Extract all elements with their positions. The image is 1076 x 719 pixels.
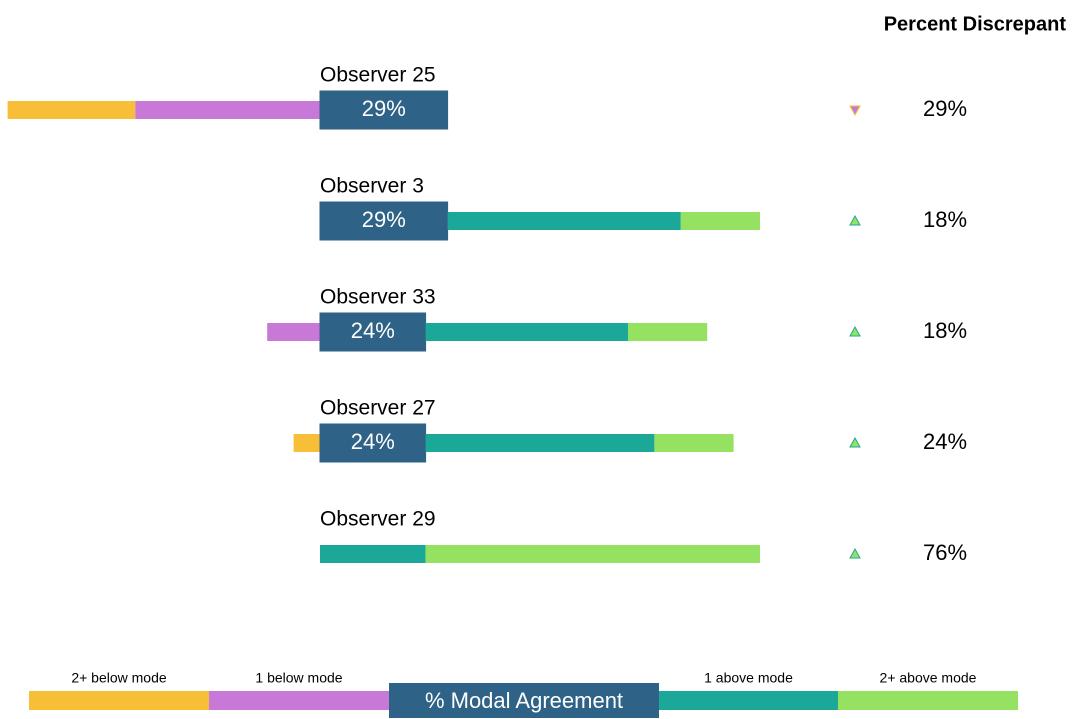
bar-segment bbox=[447, 212, 681, 230]
legend-label: 1 below mode bbox=[255, 670, 342, 686]
legend-swatch bbox=[29, 691, 209, 710]
trend-marker bbox=[849, 436, 861, 448]
modal-box bbox=[319, 90, 449, 130]
legend-label: 2+ above mode bbox=[880, 670, 977, 686]
bar-segment bbox=[293, 434, 320, 452]
discrepant-label: 76% bbox=[923, 540, 967, 565]
discrepant-label: 18% bbox=[923, 207, 967, 232]
row-label: Observer 25 bbox=[320, 64, 436, 87]
legend-label: % Modal Agreement bbox=[425, 688, 623, 713]
discrepant-label: 29% bbox=[923, 96, 967, 121]
bar-segment bbox=[7, 101, 136, 119]
legend-label: 1 above mode bbox=[704, 670, 793, 686]
modal-label: 29% bbox=[362, 96, 406, 121]
modal-box bbox=[319, 312, 427, 352]
bar-segment bbox=[425, 545, 760, 563]
modal-label: 24% bbox=[351, 318, 395, 343]
row-label: Observer 29 bbox=[320, 508, 436, 531]
row-label: Observer 33 bbox=[320, 286, 436, 309]
legend-box bbox=[389, 683, 659, 718]
legend-label: 2+ below mode bbox=[71, 670, 167, 686]
row-label: Observer 3 bbox=[320, 175, 424, 198]
chart-title: Percent Discrepant bbox=[884, 13, 1067, 35]
modal-label: 24% bbox=[351, 429, 395, 454]
bar-segment bbox=[680, 212, 760, 230]
modal-label: 29% bbox=[362, 207, 406, 232]
bar-segment bbox=[425, 434, 655, 452]
bar-segment bbox=[628, 323, 708, 341]
trend-marker bbox=[849, 214, 861, 226]
bar-segment bbox=[135, 101, 320, 119]
discrepant-label: 18% bbox=[923, 318, 967, 343]
trend-marker bbox=[849, 547, 861, 559]
bar-segment bbox=[654, 434, 734, 452]
discrepant-label: 24% bbox=[923, 429, 967, 454]
bar-segment bbox=[425, 323, 628, 341]
bar-segment bbox=[320, 545, 426, 563]
bar-segment bbox=[267, 323, 320, 341]
row-label: Observer 27 bbox=[320, 397, 436, 420]
trend-marker bbox=[849, 325, 861, 337]
trend-marker bbox=[849, 105, 861, 117]
legend-swatch bbox=[659, 691, 838, 710]
legend-swatch bbox=[838, 691, 1018, 710]
modal-box bbox=[319, 201, 449, 241]
legend-swatch bbox=[209, 691, 389, 710]
